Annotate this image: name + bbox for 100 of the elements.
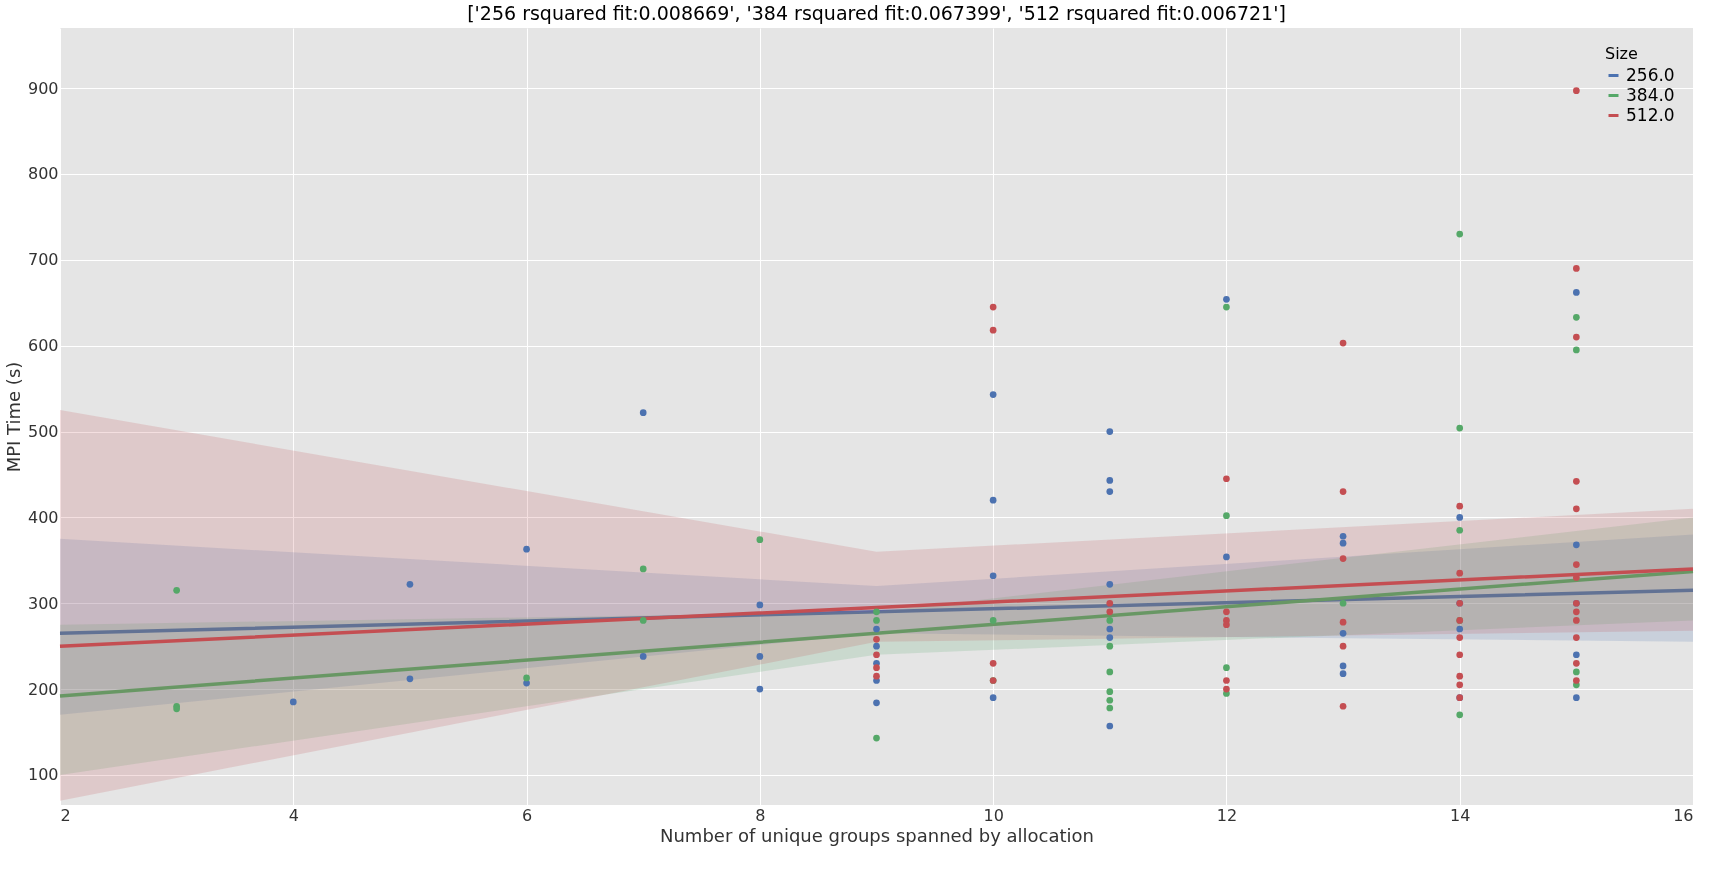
point bbox=[1339, 599, 1347, 607]
point bbox=[639, 565, 647, 573]
point bbox=[1573, 313, 1580, 321]
y-tick-label: 200 bbox=[27, 679, 59, 699]
point bbox=[873, 617, 880, 624]
point bbox=[1223, 303, 1230, 311]
point bbox=[1223, 475, 1230, 483]
point bbox=[1456, 526, 1464, 534]
point bbox=[1456, 711, 1464, 719]
point bbox=[1573, 668, 1580, 676]
point bbox=[1223, 664, 1230, 671]
point bbox=[1573, 87, 1580, 95]
point bbox=[756, 653, 764, 660]
point bbox=[1456, 569, 1464, 577]
point bbox=[1106, 696, 1114, 704]
point bbox=[1573, 505, 1580, 513]
point bbox=[1106, 617, 1114, 624]
point bbox=[1106, 581, 1114, 588]
point bbox=[1573, 477, 1580, 485]
point bbox=[1456, 230, 1464, 238]
point bbox=[1456, 681, 1464, 689]
point bbox=[1573, 265, 1580, 272]
point bbox=[873, 734, 880, 742]
y-tick-label: 300 bbox=[27, 593, 59, 613]
point bbox=[1223, 553, 1230, 561]
y-tick-label: 500 bbox=[27, 422, 59, 442]
legend-label: 256.0 bbox=[1626, 64, 1675, 85]
point bbox=[1339, 629, 1347, 637]
point bbox=[989, 572, 997, 580]
point bbox=[989, 617, 997, 624]
point bbox=[1456, 502, 1464, 510]
x-tick-label: 8 bbox=[755, 805, 766, 825]
point bbox=[1339, 670, 1347, 677]
point bbox=[1106, 477, 1114, 484]
point bbox=[1573, 651, 1580, 659]
point bbox=[1339, 488, 1347, 495]
y-tick-label: 800 bbox=[27, 164, 59, 184]
y-tick-label: 100 bbox=[27, 765, 59, 785]
point bbox=[1106, 722, 1114, 730]
x-tick-label: 10 bbox=[983, 805, 1004, 825]
point bbox=[1573, 617, 1580, 624]
y-tick-label: 600 bbox=[27, 336, 59, 356]
point bbox=[1106, 625, 1114, 633]
point bbox=[873, 625, 880, 633]
point bbox=[1223, 685, 1230, 693]
point bbox=[1573, 634, 1580, 641]
point bbox=[1106, 704, 1114, 712]
x-tick-label: 4 bbox=[288, 805, 299, 825]
point bbox=[1339, 618, 1347, 626]
point bbox=[1573, 289, 1580, 296]
point bbox=[1573, 561, 1580, 568]
point bbox=[756, 536, 764, 544]
point bbox=[1456, 634, 1464, 641]
point bbox=[1339, 642, 1347, 650]
point bbox=[989, 326, 997, 334]
point bbox=[1339, 555, 1347, 562]
point bbox=[289, 698, 297, 706]
point bbox=[1223, 608, 1230, 616]
x-tick-label: 16 bbox=[1673, 805, 1694, 825]
point bbox=[1106, 608, 1114, 616]
y-tick-label: 900 bbox=[27, 78, 59, 98]
point bbox=[1573, 659, 1580, 667]
point bbox=[873, 635, 880, 643]
point bbox=[1339, 539, 1347, 547]
point bbox=[1573, 677, 1580, 684]
point bbox=[173, 587, 180, 594]
point bbox=[873, 699, 880, 707]
x-axis-title: Number of unique groups spanned by allocation bbox=[659, 824, 1095, 846]
y-tick-label: 700 bbox=[27, 250, 59, 270]
legend-title: Size bbox=[1605, 44, 1638, 63]
point bbox=[1456, 424, 1464, 432]
point bbox=[523, 674, 530, 682]
x-tick-label: 14 bbox=[1450, 805, 1471, 825]
point bbox=[1106, 428, 1114, 435]
point bbox=[873, 642, 880, 650]
point bbox=[1573, 608, 1580, 616]
point bbox=[1223, 677, 1230, 684]
point bbox=[523, 679, 530, 687]
point bbox=[873, 608, 880, 616]
y-axis-title: MPI Time (s) bbox=[2, 361, 24, 473]
point bbox=[1106, 488, 1114, 495]
point bbox=[639, 409, 647, 416]
point bbox=[1339, 702, 1347, 710]
chart-title: ['256 rsquared fit:0.008669', '384 rsquared fit:0.067399', '512 rsquared fit:0.006721'] bbox=[467, 2, 1286, 24]
point bbox=[406, 675, 414, 683]
point bbox=[1573, 694, 1580, 702]
point bbox=[1456, 625, 1464, 633]
point bbox=[1223, 295, 1230, 303]
legend-label: 384.0 bbox=[1626, 84, 1675, 105]
point bbox=[1339, 339, 1347, 347]
point bbox=[1106, 668, 1114, 676]
point bbox=[639, 617, 647, 624]
point bbox=[1106, 642, 1114, 650]
point bbox=[1456, 651, 1464, 659]
point bbox=[873, 672, 880, 680]
x-tick-label: 6 bbox=[521, 805, 533, 825]
legend-label: 512.0 bbox=[1626, 104, 1675, 125]
point bbox=[873, 651, 880, 659]
point bbox=[639, 653, 647, 660]
point bbox=[756, 601, 764, 609]
